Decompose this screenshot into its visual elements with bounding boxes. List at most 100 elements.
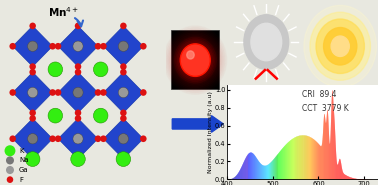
Circle shape — [75, 110, 81, 116]
Circle shape — [50, 43, 56, 50]
Circle shape — [183, 46, 208, 74]
Polygon shape — [104, 26, 143, 67]
Text: CRI  89.4: CRI 89.4 — [302, 90, 337, 99]
Circle shape — [118, 134, 129, 144]
Circle shape — [95, 89, 101, 96]
FancyArrow shape — [172, 116, 223, 132]
Circle shape — [190, 54, 200, 66]
Circle shape — [251, 23, 282, 61]
Circle shape — [75, 69, 81, 75]
Polygon shape — [104, 72, 143, 113]
Circle shape — [194, 59, 196, 61]
Circle shape — [140, 43, 147, 50]
Circle shape — [184, 48, 206, 72]
Circle shape — [120, 23, 127, 29]
Circle shape — [29, 63, 36, 70]
Circle shape — [29, 23, 36, 29]
Circle shape — [187, 51, 203, 69]
Circle shape — [183, 46, 208, 74]
Circle shape — [116, 152, 131, 166]
Circle shape — [181, 45, 209, 75]
Circle shape — [29, 115, 36, 122]
Circle shape — [73, 134, 83, 144]
Circle shape — [180, 43, 211, 77]
Circle shape — [71, 152, 85, 166]
Text: Ga: Ga — [19, 167, 29, 173]
Circle shape — [75, 115, 81, 122]
Text: Mn$^{4+}$: Mn$^{4+}$ — [48, 5, 79, 19]
Circle shape — [100, 89, 107, 96]
Circle shape — [50, 89, 56, 96]
Circle shape — [95, 135, 101, 142]
Polygon shape — [58, 72, 98, 113]
Text: K: K — [19, 148, 23, 154]
Circle shape — [180, 44, 210, 76]
Circle shape — [55, 89, 61, 96]
Circle shape — [73, 41, 83, 51]
Circle shape — [50, 135, 56, 142]
Circle shape — [118, 87, 129, 98]
Circle shape — [120, 69, 127, 75]
Circle shape — [120, 63, 127, 70]
Circle shape — [120, 156, 127, 162]
Circle shape — [304, 5, 376, 87]
Circle shape — [93, 108, 108, 123]
Circle shape — [184, 48, 206, 72]
Polygon shape — [104, 118, 143, 159]
Circle shape — [29, 69, 36, 75]
Circle shape — [28, 41, 38, 51]
Circle shape — [29, 156, 36, 162]
Circle shape — [140, 135, 147, 142]
Circle shape — [7, 176, 13, 183]
Circle shape — [331, 36, 349, 56]
Circle shape — [48, 108, 63, 123]
Circle shape — [75, 23, 81, 29]
Circle shape — [9, 43, 16, 50]
Polygon shape — [13, 72, 53, 113]
Circle shape — [310, 12, 370, 80]
Circle shape — [192, 56, 199, 64]
Circle shape — [29, 110, 36, 116]
Circle shape — [75, 63, 81, 70]
Circle shape — [55, 135, 61, 142]
Circle shape — [324, 28, 357, 65]
Circle shape — [25, 152, 40, 166]
Circle shape — [75, 156, 81, 162]
Circle shape — [118, 41, 129, 51]
Polygon shape — [13, 118, 53, 159]
Circle shape — [93, 62, 108, 77]
Circle shape — [28, 134, 38, 144]
Circle shape — [177, 40, 214, 80]
Y-axis label: Normalized Intensity (a.u): Normalized Intensity (a.u) — [208, 91, 214, 173]
Circle shape — [9, 135, 16, 142]
Circle shape — [6, 156, 14, 164]
Circle shape — [181, 45, 209, 75]
Text: F: F — [19, 177, 23, 183]
Circle shape — [100, 43, 107, 50]
Circle shape — [193, 58, 198, 63]
Circle shape — [186, 50, 205, 70]
FancyArrowPatch shape — [75, 18, 83, 26]
Circle shape — [100, 135, 107, 142]
Circle shape — [181, 45, 209, 75]
Text: Na: Na — [19, 157, 29, 163]
Polygon shape — [58, 26, 98, 67]
Circle shape — [55, 43, 61, 50]
Circle shape — [5, 145, 15, 156]
Circle shape — [6, 166, 14, 174]
FancyBboxPatch shape — [171, 30, 219, 89]
Polygon shape — [13, 26, 53, 67]
Circle shape — [187, 51, 194, 59]
Circle shape — [244, 15, 289, 69]
Circle shape — [140, 89, 147, 96]
Circle shape — [9, 89, 16, 96]
Text: CCT  3779 K: CCT 3779 K — [302, 104, 349, 113]
Circle shape — [120, 110, 127, 116]
Circle shape — [28, 87, 38, 98]
Circle shape — [73, 87, 83, 98]
Circle shape — [48, 62, 63, 77]
Circle shape — [189, 53, 202, 67]
Polygon shape — [58, 118, 98, 159]
Circle shape — [178, 42, 212, 78]
Circle shape — [95, 43, 101, 50]
